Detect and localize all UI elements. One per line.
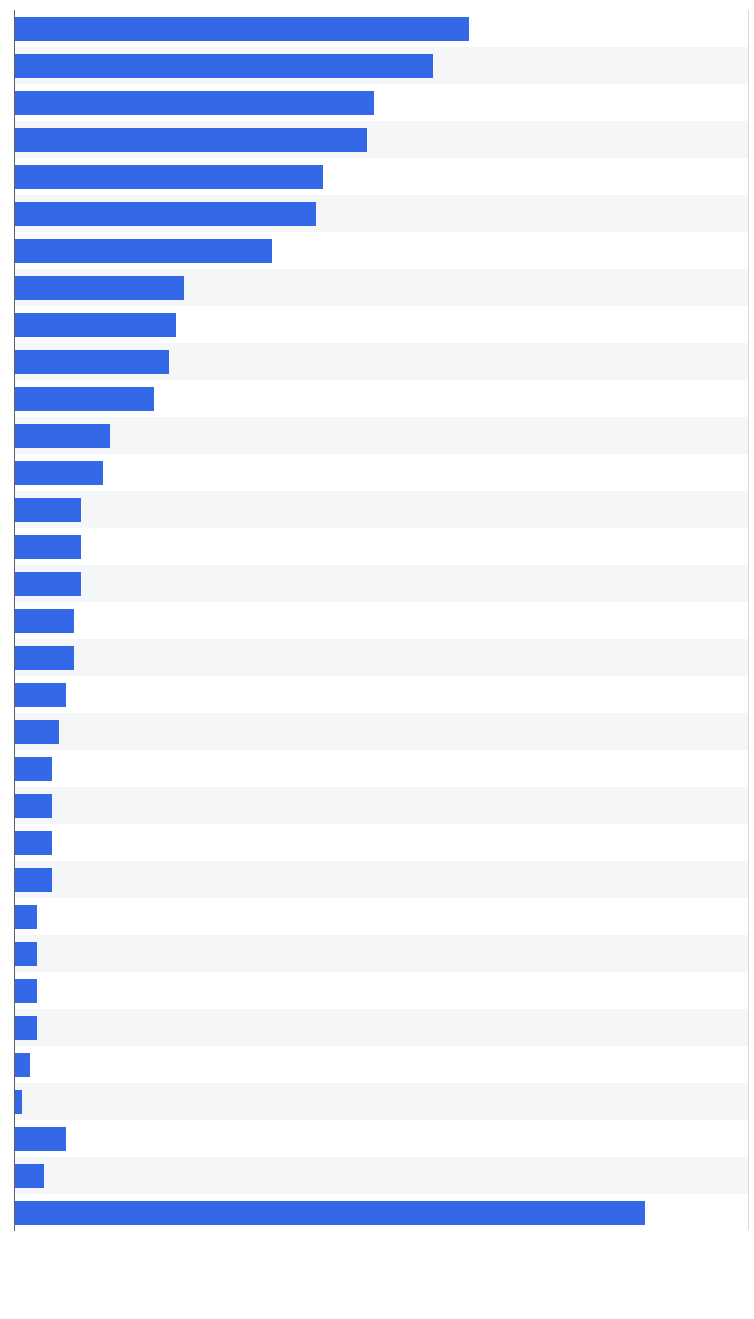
bar (15, 831, 52, 855)
bar (15, 1090, 22, 1114)
bar (15, 979, 37, 1003)
bar (15, 757, 52, 781)
bar (15, 683, 66, 707)
chart-row (15, 1083, 748, 1120)
chart-row (15, 1120, 748, 1157)
bar (15, 794, 52, 818)
bar (15, 91, 374, 115)
chart-row (15, 602, 748, 639)
bar (15, 424, 110, 448)
bar (15, 868, 52, 892)
bar (15, 350, 169, 374)
chart-row (15, 824, 748, 861)
chart-row (15, 787, 748, 824)
chart-row (15, 491, 748, 528)
chart-row (15, 898, 748, 935)
chart-row (15, 750, 748, 787)
bar (15, 1164, 44, 1188)
bar (15, 498, 81, 522)
chart-container (0, 0, 754, 1260)
chart-row (15, 713, 748, 750)
bar (15, 1016, 37, 1040)
bar (15, 165, 323, 189)
bar (15, 128, 367, 152)
bar (15, 1053, 30, 1077)
chart-row (15, 417, 748, 454)
bar (15, 1127, 66, 1151)
bar (15, 54, 433, 78)
chart-row (15, 861, 748, 898)
chart-row (15, 565, 748, 602)
bar (15, 535, 81, 559)
chart-row (15, 1046, 748, 1083)
bar (15, 905, 37, 929)
plot-area (14, 10, 748, 1231)
bar (15, 942, 37, 966)
chart-row (15, 1009, 748, 1046)
bar (15, 276, 184, 300)
chart-row (15, 935, 748, 972)
gridline (748, 10, 749, 1230)
bar (15, 17, 469, 41)
bar (15, 313, 176, 337)
bar (15, 387, 154, 411)
bar (15, 239, 272, 263)
bar (15, 461, 103, 485)
chart-row (15, 639, 748, 676)
chart-row (15, 1157, 748, 1194)
bar (15, 202, 316, 226)
bar (15, 609, 74, 633)
chart-row (15, 972, 748, 1009)
bar (15, 572, 81, 596)
bar (15, 1201, 645, 1225)
chart-row (15, 454, 748, 491)
bar (15, 720, 59, 744)
chart-row (15, 676, 748, 713)
bar (15, 646, 74, 670)
chart-row (15, 528, 748, 565)
